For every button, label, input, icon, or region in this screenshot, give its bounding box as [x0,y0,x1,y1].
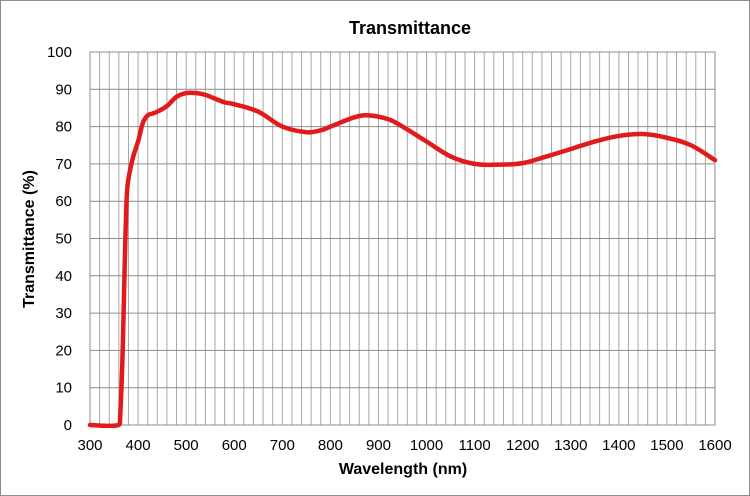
x-tick-label: 600 [222,437,247,454]
y-tick-label: 80 [55,119,72,136]
chart-title: Transmittance [349,18,471,38]
y-tick-label: 60 [55,193,72,210]
transmittance-series-line [87,90,718,429]
x-tick-label: 1600 [698,437,731,454]
x-tick-label: 1100 [458,437,490,454]
x-tick-label: 800 [318,437,343,454]
y-tick-label: 30 [55,305,72,322]
x-tick-label: 400 [126,437,151,454]
y-tick-label: 50 [55,231,72,248]
x-tick-labels: 300 400 500 600 700 800 900 1000 1100 1200 1300 140… [77,437,731,454]
y-tick-label: 10 [55,380,72,397]
x-tick-label: 500 [174,437,199,454]
x-tick-label: 1400 [602,437,635,454]
x-tick-label: 1300 [554,437,587,454]
x-tick-label: 700 [270,437,295,454]
x-tick-label: 300 [77,437,102,454]
major-gridlines [89,51,716,426]
y-tick-label: 70 [55,156,72,173]
y-tick-label: 40 [55,268,72,285]
x-tick-label: 1500 [650,437,683,454]
y-tick-label: 20 [55,342,72,359]
y-tick-labels: 0 10 20 30 40 50 60 70 80 90 100 [47,44,72,434]
x-tick-label: 900 [366,437,391,454]
series-layer [87,90,718,429]
x-axis-title: Wavelength (nm) [339,461,467,478]
plot-area-border [89,51,716,426]
y-tick-label: 0 [64,417,72,434]
y-tick-label: 90 [55,81,72,98]
y-tick-label: 100 [47,44,72,61]
x-tick-label: 1200 [506,437,539,454]
y-axis-title: Transmittance (%) [21,170,38,308]
x-tick-label: 1000 [410,437,443,454]
